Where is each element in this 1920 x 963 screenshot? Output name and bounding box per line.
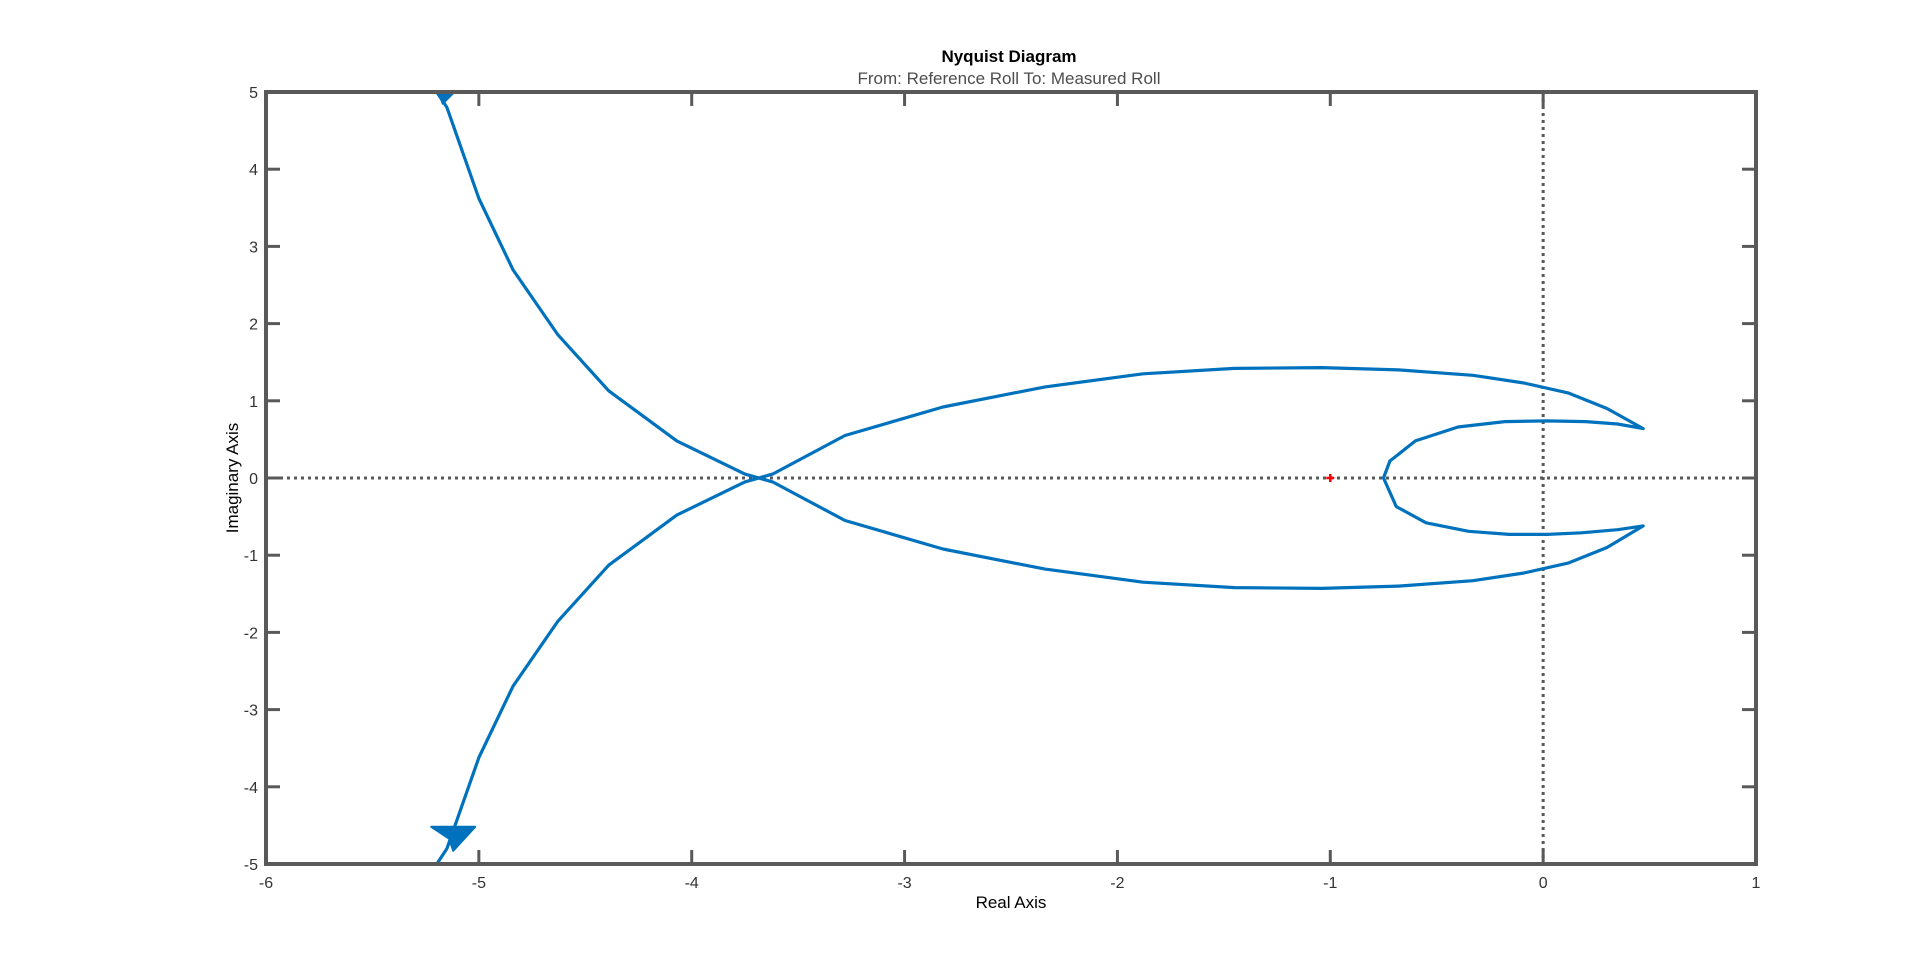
y-tick-label-4: -1 xyxy=(244,548,258,565)
chart-title: Nyquist Diagram xyxy=(941,47,1076,66)
y-tick-labels: -5 -4 -3 -2 -1 0 1 2 3 4 5 xyxy=(244,85,258,874)
y-tick-label-8: 3 xyxy=(249,239,258,256)
direction-arrow-1 xyxy=(430,825,477,852)
x-tick-label-2: -4 xyxy=(685,875,699,892)
y-axis-label: Imaginary Axis xyxy=(223,423,242,534)
x-tick-label-3: -3 xyxy=(897,875,911,892)
x-tick-label-4: -2 xyxy=(1110,875,1124,892)
x-tick-label-7: 1 xyxy=(1752,875,1761,892)
nyquist-curve-layer xyxy=(430,92,1645,864)
y-tick-label-3: -2 xyxy=(244,625,258,642)
axes-box xyxy=(264,90,1758,866)
nyquist-curve-0 xyxy=(434,92,1645,864)
chart-subtitle: From: Reference Roll To: Measured Roll xyxy=(858,69,1161,88)
y-tick-label-2: -3 xyxy=(244,703,258,720)
zero-reference-lines xyxy=(266,92,1756,864)
x-tick-label-0: -6 xyxy=(259,875,273,892)
y-tick-label-6: 1 xyxy=(249,394,258,411)
y-tick-label-9: 4 xyxy=(249,162,258,179)
x-tick-label-1: -5 xyxy=(472,875,486,892)
x-tick-label-5: -1 xyxy=(1323,875,1337,892)
x-tick-label-6: 0 xyxy=(1539,875,1548,892)
x-axis-label: Real Axis xyxy=(976,893,1047,912)
y-tick-label-1: -4 xyxy=(244,780,258,797)
y-tick-label-10: 5 xyxy=(249,85,258,102)
y-tick-label-7: 2 xyxy=(249,317,258,334)
y-tick-label-0: -5 xyxy=(244,857,258,874)
x-tick-labels: -6 -5 -4 -3 -2 -1 0 1 xyxy=(259,875,1761,892)
direction-arrow-0 xyxy=(437,92,456,105)
critical-point-layer xyxy=(1326,474,1335,482)
y-tick-label-5: 0 xyxy=(249,471,258,488)
